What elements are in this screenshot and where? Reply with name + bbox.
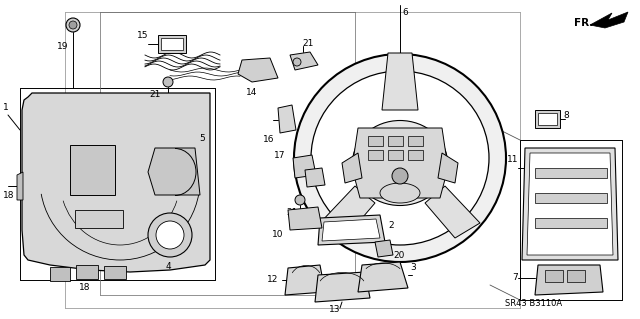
Polygon shape xyxy=(382,53,418,110)
Text: 6: 6 xyxy=(402,8,408,17)
Text: 1: 1 xyxy=(3,103,9,112)
Polygon shape xyxy=(288,207,322,230)
Text: 10: 10 xyxy=(271,230,283,239)
Bar xyxy=(368,150,383,160)
Circle shape xyxy=(163,77,173,87)
Polygon shape xyxy=(148,148,200,195)
Text: 7: 7 xyxy=(512,273,518,283)
Text: FR.: FR. xyxy=(574,18,593,28)
Circle shape xyxy=(148,213,192,257)
Text: 21: 21 xyxy=(286,208,298,217)
Circle shape xyxy=(66,18,80,32)
Polygon shape xyxy=(285,265,325,295)
Polygon shape xyxy=(342,153,362,183)
Bar xyxy=(161,38,183,50)
Text: SRS: SRS xyxy=(92,216,106,222)
Bar xyxy=(535,168,607,178)
Bar xyxy=(408,150,423,160)
Polygon shape xyxy=(305,168,325,187)
Text: 18: 18 xyxy=(79,283,91,292)
Bar xyxy=(104,266,126,279)
Polygon shape xyxy=(522,148,618,260)
Polygon shape xyxy=(358,262,408,292)
Bar xyxy=(388,150,403,160)
Text: 14: 14 xyxy=(246,88,258,97)
Text: SR43 B3110A: SR43 B3110A xyxy=(505,299,562,308)
Text: 2: 2 xyxy=(388,220,394,229)
Bar xyxy=(75,210,123,228)
Circle shape xyxy=(156,221,184,249)
Text: H: H xyxy=(86,167,99,182)
Circle shape xyxy=(293,58,301,66)
Text: 4: 4 xyxy=(165,262,171,271)
Text: 11: 11 xyxy=(506,155,518,165)
Polygon shape xyxy=(22,93,210,272)
Polygon shape xyxy=(278,105,296,133)
Ellipse shape xyxy=(311,71,489,245)
Polygon shape xyxy=(290,52,318,70)
Polygon shape xyxy=(320,186,375,238)
Text: 3: 3 xyxy=(410,263,416,272)
Bar xyxy=(535,110,560,128)
Polygon shape xyxy=(590,12,628,28)
Text: 15: 15 xyxy=(136,31,148,40)
Circle shape xyxy=(392,168,408,184)
Bar xyxy=(545,270,563,282)
Polygon shape xyxy=(438,153,458,183)
Text: 8: 8 xyxy=(563,110,569,120)
Bar xyxy=(158,35,186,53)
Polygon shape xyxy=(425,186,480,238)
Bar xyxy=(538,113,557,125)
Bar xyxy=(535,193,607,203)
Text: 13: 13 xyxy=(329,305,340,314)
Text: 17: 17 xyxy=(273,152,285,160)
Polygon shape xyxy=(318,215,385,245)
Polygon shape xyxy=(322,219,380,241)
Bar xyxy=(368,136,383,146)
Bar xyxy=(567,270,585,282)
Text: 12: 12 xyxy=(267,276,278,285)
Text: 5: 5 xyxy=(199,134,205,143)
Text: 16: 16 xyxy=(262,135,274,144)
Text: 21: 21 xyxy=(149,90,161,99)
Ellipse shape xyxy=(380,183,420,203)
Ellipse shape xyxy=(294,54,506,262)
Polygon shape xyxy=(375,240,393,257)
Polygon shape xyxy=(527,153,613,255)
Bar xyxy=(388,136,403,146)
Circle shape xyxy=(69,21,77,29)
Bar xyxy=(50,267,70,281)
Polygon shape xyxy=(315,272,370,302)
Ellipse shape xyxy=(353,121,447,205)
Text: 19: 19 xyxy=(56,42,68,51)
Polygon shape xyxy=(352,128,448,198)
Bar xyxy=(76,265,98,279)
Circle shape xyxy=(295,195,305,205)
Polygon shape xyxy=(17,172,23,200)
Polygon shape xyxy=(238,58,278,82)
Text: 9: 9 xyxy=(296,160,302,169)
Text: 20: 20 xyxy=(393,250,404,259)
Text: 21: 21 xyxy=(302,39,314,48)
Polygon shape xyxy=(70,145,115,195)
Polygon shape xyxy=(535,265,603,295)
Text: 18: 18 xyxy=(3,190,15,199)
Bar xyxy=(535,218,607,228)
Polygon shape xyxy=(293,155,316,178)
Bar xyxy=(408,136,423,146)
